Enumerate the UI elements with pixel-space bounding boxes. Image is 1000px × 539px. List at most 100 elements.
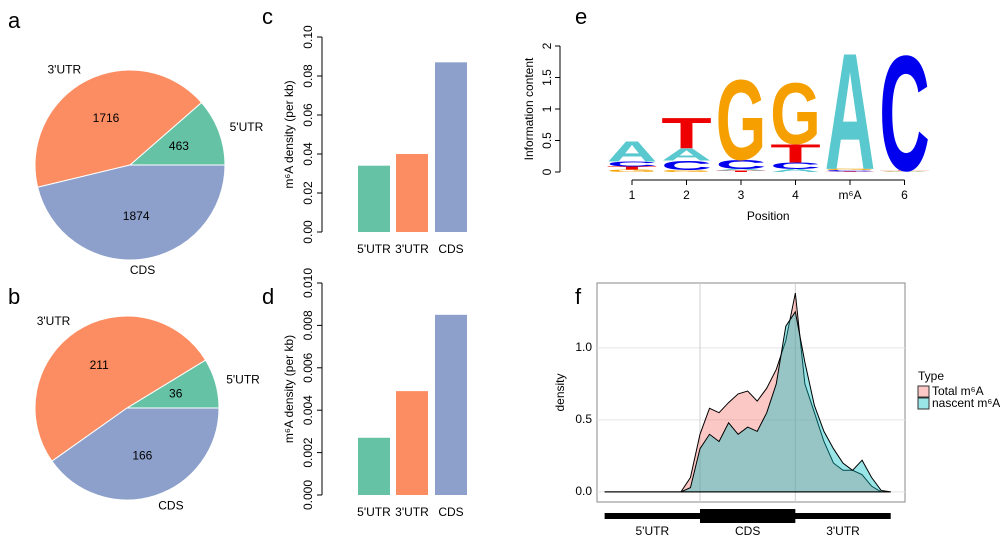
legend-label: nascent m⁶A bbox=[932, 396, 1000, 410]
y-tick-label: 1.0 bbox=[575, 340, 592, 354]
slice-label: 3'UTR bbox=[48, 63, 82, 77]
logo-letter: C bbox=[879, 22, 930, 206]
logo-letter: A bbox=[607, 136, 658, 168]
logo-letter: G bbox=[770, 65, 820, 163]
y-tick-label: 0.010 bbox=[301, 268, 315, 298]
plot-background bbox=[596, 282, 906, 503]
slice-label: 5'UTR bbox=[226, 372, 260, 386]
y-tick-label: 0.0 bbox=[575, 484, 592, 498]
pie-slice bbox=[128, 101, 226, 166]
gene-cds bbox=[699, 509, 796, 523]
panel-label: f bbox=[575, 284, 582, 309]
y-tick-label: 0.008 bbox=[301, 310, 315, 340]
pie-slice bbox=[34, 69, 203, 188]
x-tick-label: 3'UTR bbox=[395, 505, 429, 519]
x-tick-label: 5'UTR bbox=[357, 505, 391, 519]
logo-letter: G bbox=[825, 169, 875, 171]
logo-letter: T bbox=[716, 170, 767, 172]
y-tick-label: 0.000 bbox=[301, 480, 315, 510]
legend-label: Total m⁶A bbox=[932, 384, 984, 398]
panel-label: b bbox=[8, 284, 20, 309]
bar bbox=[435, 314, 467, 495]
logo-letter: T bbox=[770, 139, 820, 169]
logo-letter: G bbox=[607, 169, 657, 173]
logo-letter: C bbox=[607, 160, 658, 168]
bar bbox=[358, 437, 390, 495]
y-tick-label: 0.5 bbox=[540, 132, 554, 149]
x-axis-label: Position bbox=[747, 209, 790, 223]
slice-label: CDS bbox=[130, 263, 155, 277]
panel-label: d bbox=[262, 284, 274, 309]
y-tick-label: 0.02 bbox=[301, 181, 315, 205]
density-area bbox=[604, 310, 891, 493]
logo-letter: T bbox=[825, 171, 876, 172]
y-tick-label: 0.002 bbox=[301, 437, 315, 467]
x-tick-label: 2 bbox=[683, 188, 690, 202]
y-tick-label: 0.08 bbox=[301, 64, 315, 88]
region-label: 5'UTR bbox=[635, 524, 669, 538]
y-tick-label: 0 bbox=[540, 168, 554, 175]
y-axis-label: Information content bbox=[522, 57, 536, 160]
logo-letter: A bbox=[770, 168, 821, 173]
logo-letter: C bbox=[716, 157, 767, 172]
logo-letter: G bbox=[661, 170, 711, 173]
value-label: 1716 bbox=[93, 111, 120, 125]
y-tick-label: 0.00 bbox=[301, 220, 315, 244]
y-axis-label: density bbox=[553, 373, 567, 411]
y-axis-label: m⁶A density (per kb) bbox=[282, 80, 296, 188]
bar bbox=[396, 154, 428, 232]
x-tick-label: CDS bbox=[438, 505, 463, 519]
logo-letter: G bbox=[716, 56, 766, 184]
logo-letter: A bbox=[661, 145, 712, 165]
y-tick-label: 0.06 bbox=[301, 103, 315, 127]
legend-swatch bbox=[917, 385, 930, 398]
legend-title: Type bbox=[918, 369, 944, 383]
panel-label: c bbox=[262, 4, 273, 29]
panel-label: a bbox=[8, 8, 21, 33]
y-tick-label: 0.5 bbox=[575, 412, 592, 426]
y-tick-label: 2 bbox=[540, 42, 554, 49]
value-label: 1874 bbox=[123, 209, 150, 223]
y-tick-label: 0.004 bbox=[301, 395, 315, 425]
slice-label: 3'UTR bbox=[37, 314, 71, 328]
x-tick-label: 1 bbox=[629, 188, 636, 202]
logo-letter: T bbox=[661, 109, 711, 158]
legend-swatch bbox=[917, 397, 930, 410]
value-label: 211 bbox=[90, 358, 109, 372]
logo-letter: A bbox=[825, 20, 876, 205]
slice-label: CDS bbox=[158, 498, 183, 512]
y-tick-label: 0.04 bbox=[301, 142, 315, 166]
pie-slice bbox=[34, 315, 207, 462]
x-tick-label: 3'UTR bbox=[395, 242, 429, 256]
panel-label: e bbox=[575, 4, 587, 29]
slice-label: 5'UTR bbox=[230, 120, 264, 134]
x-tick-label: 3 bbox=[738, 188, 745, 202]
logo-letter: C bbox=[770, 161, 820, 171]
value-label: 166 bbox=[132, 448, 152, 462]
bar bbox=[396, 391, 428, 495]
x-tick-label: 4 bbox=[792, 188, 799, 202]
region-label: CDS bbox=[735, 524, 760, 538]
x-tick-label: 5'UTR bbox=[357, 242, 391, 256]
y-tick-label: 0.10 bbox=[301, 25, 315, 49]
y-axis-label: m⁶A density (per kb) bbox=[282, 335, 296, 443]
x-tick-label: m⁶A bbox=[839, 188, 862, 202]
logo-letter: T bbox=[879, 170, 930, 171]
bar bbox=[435, 62, 467, 232]
x-tick-label: CDS bbox=[438, 242, 463, 256]
region-label: 3'UTR bbox=[826, 524, 860, 538]
value-label: 463 bbox=[169, 139, 189, 153]
y-tick-label: 0.006 bbox=[301, 352, 315, 382]
logo-letter: T bbox=[607, 166, 658, 171]
logo-letter: G bbox=[879, 171, 929, 172]
logo-letter: C bbox=[825, 170, 876, 172]
x-tick-label: 6 bbox=[901, 188, 908, 202]
logo-letter: C bbox=[661, 158, 712, 173]
pie-slice bbox=[37, 164, 226, 261]
logo-letter: A bbox=[879, 171, 930, 172]
bar bbox=[358, 165, 390, 232]
value-label: 36 bbox=[169, 386, 183, 400]
y-tick-label: 1 bbox=[540, 105, 554, 112]
y-tick-label: 1.5 bbox=[540, 69, 554, 86]
